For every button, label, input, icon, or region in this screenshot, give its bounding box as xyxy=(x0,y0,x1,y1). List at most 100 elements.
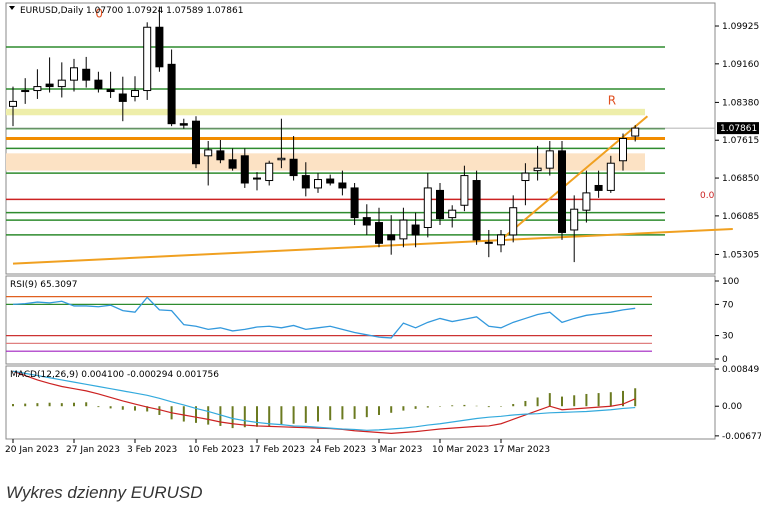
chart-marker: 0 xyxy=(95,6,103,20)
rsi-tick-label: 70 xyxy=(722,300,734,310)
macd-lines xyxy=(12,370,636,434)
rsi-tick-label: 100 xyxy=(722,277,739,287)
candle xyxy=(21,78,30,104)
candle-body-bull xyxy=(9,100,17,107)
rsi-levels xyxy=(6,296,652,352)
candle xyxy=(582,170,591,223)
candle xyxy=(399,207,408,248)
last-price-label: 1.07861 xyxy=(720,124,757,134)
candle xyxy=(131,76,139,102)
date-tick-label: 17 Mar 2023 xyxy=(493,445,550,455)
candle xyxy=(484,229,493,258)
candle-body-bear xyxy=(228,159,237,169)
candle-body-bear xyxy=(436,189,444,220)
date-tick-label: 3 Mar 2023 xyxy=(371,445,422,455)
candle-body-bear xyxy=(326,178,335,184)
macd-signal-line xyxy=(12,370,636,431)
rsi-line xyxy=(12,296,636,339)
candle xyxy=(45,57,54,93)
candle xyxy=(350,183,359,226)
price-tick-label: 1.06850 xyxy=(722,174,759,184)
candle-body-bear xyxy=(301,175,310,189)
date-tick-label: 17 Feb 2023 xyxy=(249,445,305,455)
macd-tick-label: 0.00 xyxy=(722,402,742,412)
rsi-axis: 100 70 30 0 xyxy=(715,277,739,365)
candle-body-bear xyxy=(82,68,91,81)
candle xyxy=(411,212,420,248)
candle xyxy=(362,204,371,235)
candle xyxy=(423,173,432,238)
candle xyxy=(192,116,200,169)
date-tick-label: 27 Jan 2023 xyxy=(66,445,120,455)
candle xyxy=(387,215,396,255)
candle xyxy=(94,71,103,93)
candle xyxy=(497,229,505,253)
candle-body-bear xyxy=(155,26,164,68)
candle xyxy=(594,170,603,198)
rsi-tick-label: 0 xyxy=(722,355,728,365)
price-tick-label: 1.08380 xyxy=(722,98,759,108)
candle-body-bull xyxy=(399,219,408,240)
candle xyxy=(118,76,127,122)
candle-body-bear xyxy=(118,93,127,102)
candle xyxy=(606,155,615,193)
candle-body-bull xyxy=(143,26,152,92)
date-tick-label: 24 Feb 2023 xyxy=(310,445,366,455)
price-bands xyxy=(6,108,645,171)
candle xyxy=(277,118,286,169)
candle-body-bull xyxy=(582,192,591,211)
candle xyxy=(216,139,225,164)
chart-marker: 0.0 xyxy=(700,191,715,201)
price-levels xyxy=(6,46,715,236)
candle-body-bull xyxy=(423,187,432,228)
candle-body-bear xyxy=(375,222,383,244)
candle-body-bear xyxy=(106,89,115,93)
macd-main-line xyxy=(12,370,636,434)
price-tick-label: 1.09160 xyxy=(722,60,759,70)
candle-body-bear xyxy=(192,120,200,165)
candle-body-bear xyxy=(94,79,103,90)
ohlc-label: 1.07700 1.07924 1.07589 1.07861 xyxy=(86,6,243,16)
candle xyxy=(167,49,176,127)
candle-body-bull xyxy=(631,127,640,137)
candle-body-bull xyxy=(131,90,139,97)
candle-body-bull xyxy=(204,149,213,157)
candle xyxy=(570,195,579,263)
candle xyxy=(509,195,518,243)
price-tick-label: 1.09925 xyxy=(722,22,759,32)
rsi-panel xyxy=(5,275,716,365)
macd-label: MACD(12,26,9) 0.004100 -0.000294 0.00175… xyxy=(10,370,219,380)
price-band xyxy=(6,153,645,171)
candle-body-bear xyxy=(240,155,249,184)
date-tick-label: 3 Feb 2023 xyxy=(127,445,177,455)
symbol-label: EURUSD,Daily xyxy=(20,6,84,16)
candle xyxy=(301,162,310,197)
candle xyxy=(460,165,469,212)
candle-body-bull xyxy=(70,67,78,81)
candle xyxy=(33,69,42,99)
candle xyxy=(326,174,335,186)
candle xyxy=(155,6,164,72)
date-tick-label: 10 Feb 2023 xyxy=(188,445,244,455)
candle-body-bull xyxy=(21,90,30,93)
candle xyxy=(338,170,347,196)
candle xyxy=(533,145,542,181)
date-tick-label: 10 Mar 2023 xyxy=(432,445,489,455)
markers: R 0 0.0 xyxy=(95,6,714,200)
candle xyxy=(240,148,249,188)
candle xyxy=(448,205,457,228)
candle-body-bull xyxy=(314,179,322,189)
candle-body-bear xyxy=(350,187,359,219)
candle-body-bull xyxy=(57,79,66,88)
macd-tick-label: -0.00677 xyxy=(722,432,761,442)
candle-body-bull xyxy=(497,234,505,246)
candle xyxy=(9,86,17,127)
candle-body-bull xyxy=(533,167,542,172)
candle-body-bear xyxy=(362,217,371,226)
price-axis: 1.09925 1.09160 1.08380 1.07615 1.06850 1.060… xyxy=(715,22,759,260)
candle xyxy=(179,118,188,129)
candle-body-bear xyxy=(387,234,396,241)
candle xyxy=(619,133,627,171)
trendline xyxy=(12,227,733,265)
